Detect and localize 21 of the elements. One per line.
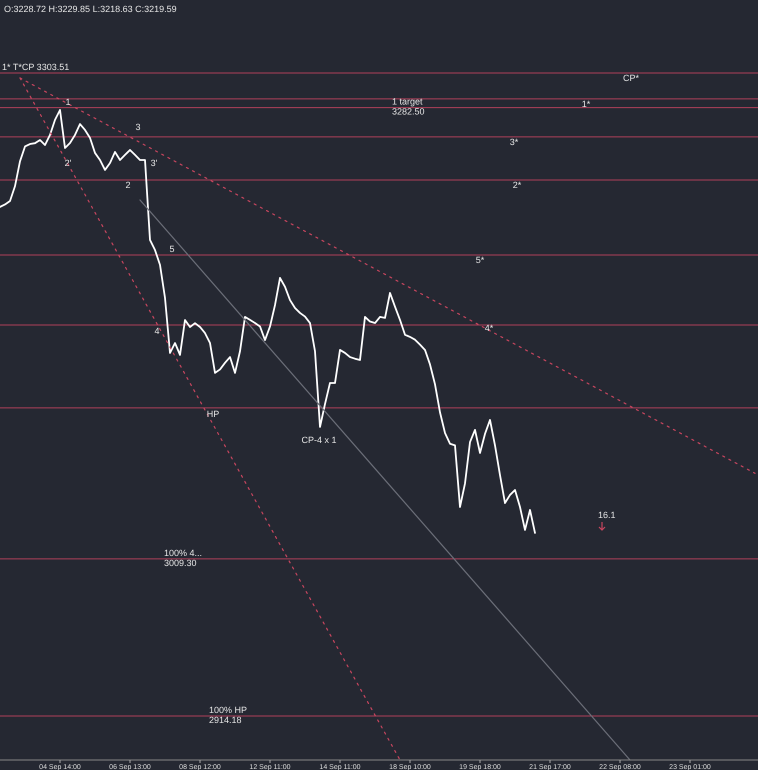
annotation: CP* xyxy=(622,72,640,83)
annotation: 5 xyxy=(169,244,175,254)
annotation: 1 xyxy=(65,96,71,107)
ref-line-label: 1* T*CP 3303.51 xyxy=(2,62,70,72)
annotation: 1* xyxy=(582,98,591,109)
annotation: 3 xyxy=(135,122,141,132)
annotation: CP-4 x 1 xyxy=(301,434,337,445)
annotation: O:3228.72 H:3229.85 L:3218.63 C:3219.59 xyxy=(4,4,177,14)
annotation: 2* xyxy=(512,180,522,190)
ref-line-label: 100% 4... 3009.30 xyxy=(164,548,202,568)
annotation: 5* xyxy=(476,254,485,265)
annotation: 16.1 xyxy=(598,510,616,520)
annotation: HP xyxy=(206,408,220,419)
ref-line-label: 100% HP 2914.18 xyxy=(209,704,248,725)
annotation: 2 xyxy=(125,180,131,190)
annotation: 3' xyxy=(150,158,158,168)
ref-line-label: 1 target 3282.50 xyxy=(392,96,425,117)
annotation: 3* xyxy=(510,136,519,147)
annotation: 4* xyxy=(484,323,494,334)
annotation: 4 xyxy=(154,326,160,336)
annotation: 2' xyxy=(64,158,72,168)
